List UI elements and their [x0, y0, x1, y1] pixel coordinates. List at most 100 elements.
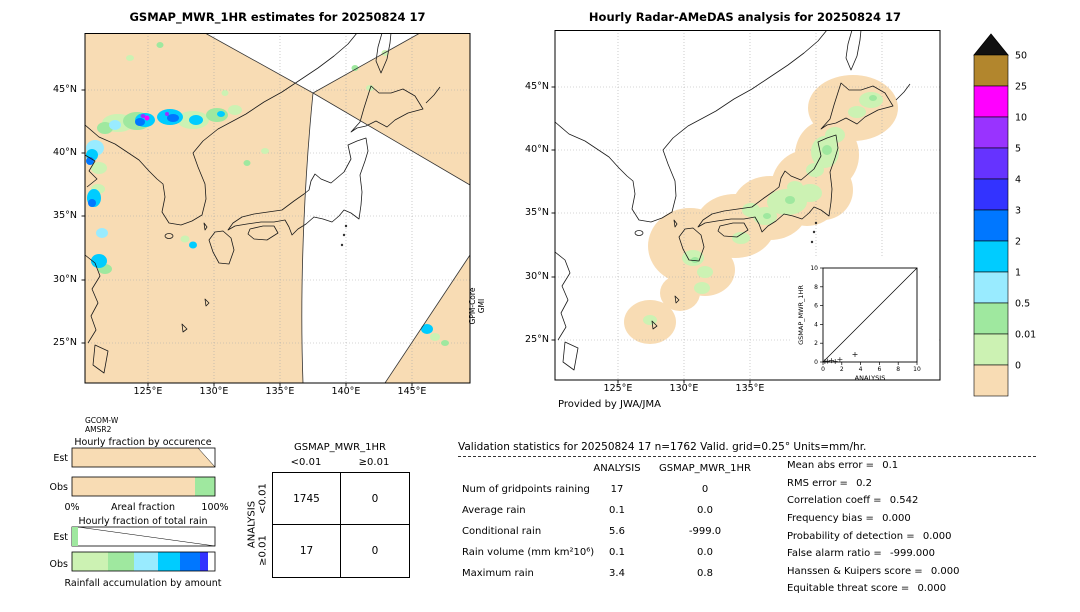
- axis-ticks: [551, 86, 751, 384]
- stats-value-analysis: 5.6: [609, 526, 625, 537]
- colorbar-cells: [973, 54, 1009, 397]
- svg-text:4: 4: [1015, 175, 1021, 186]
- metric-label: False alarm ratio =: [787, 548, 882, 559]
- total-rain-est-bar: [71, 526, 216, 547]
- metric-value: 0.000: [917, 583, 947, 594]
- map-frame: [554, 30, 941, 381]
- metric-label: Correlation coeff =: [787, 495, 882, 506]
- inset-x-axis-label: ANALYSIS: [855, 374, 886, 382]
- svg-text:4: 4: [859, 366, 863, 373]
- stats-title: Validation statistics for 20250824 17 n=…: [458, 441, 867, 453]
- left-map-no-coverage-region: [205, 33, 470, 383]
- lat-tick-label: 25°N: [53, 337, 77, 348]
- contingency-row-header: <0.01: [257, 483, 269, 514]
- inset-ticks: [820, 267, 918, 365]
- stats-value-gsmap: 0.0: [697, 547, 713, 558]
- svg-text:2: 2: [840, 366, 844, 373]
- metric-value: 0.2: [856, 478, 872, 489]
- svg-text:2: 2: [814, 340, 818, 347]
- stats-row-label: Average rain: [462, 505, 526, 516]
- contingency-cell: 0: [371, 545, 379, 557]
- map-frame: [84, 33, 471, 384]
- sensor-note: GCOM-W AMSR2: [85, 416, 118, 434]
- left-map: [81, 33, 471, 387]
- metric-line: Probability of detection = 0.000: [787, 530, 951, 543]
- svg-text:50: 50: [1015, 51, 1027, 62]
- stats-value-analysis: 0.1: [609, 505, 625, 516]
- metric-line: Hanssen & Kuipers score = 0.000: [787, 565, 959, 578]
- lon-tick-label: 130°E: [669, 383, 699, 394]
- svg-text:25: 25: [1015, 82, 1027, 93]
- swath-sensor-label-line: GPM-Core: [468, 287, 477, 325]
- contingency-cell: 1745: [273, 473, 341, 525]
- sensor-note-line: AMSR2: [85, 425, 112, 434]
- metric-line: False alarm ratio = -999.000: [787, 547, 935, 560]
- axis-max-label: 100%: [201, 502, 228, 513]
- metric-label: Frequency bias =: [787, 513, 874, 524]
- lat-tick-label: 40°N: [53, 147, 77, 158]
- metric-line: Correlation coeff = 0.542: [787, 494, 918, 507]
- contingency-row-header: ≥0.01: [257, 535, 269, 566]
- coastlines: [554, 30, 911, 371]
- svg-text:0: 0: [821, 366, 825, 373]
- metric-label: Probability of detection =: [787, 531, 915, 542]
- colorbar: 50 25 10 5 4 3 2 1 0.5 0.01 0: [973, 33, 1036, 397]
- metric-line: Mean abs error = 0.1: [787, 459, 898, 472]
- contingency-cell: 0: [341, 473, 409, 525]
- metric-value: 0.542: [889, 495, 919, 506]
- swath-sensor-label-line: GMI: [477, 298, 486, 314]
- inset-y-axis-label: GSMAP_MWR_1HR: [797, 285, 805, 345]
- svg-text:0: 0: [1015, 361, 1021, 372]
- stats-row-label: Maximum rain: [462, 568, 534, 579]
- stats-value-gsmap: 0.0: [697, 505, 713, 516]
- row-label-est: Est: [53, 453, 68, 464]
- contingency-table: 1745 0 17 0: [272, 472, 410, 578]
- colorbar-labels: 50 25 10 5 4 3 2 1 0.5 0.01 0: [1015, 51, 1036, 372]
- coastlines: [84, 33, 441, 374]
- svg-text:0.5: 0.5: [1015, 299, 1030, 310]
- stats-value-gsmap: -999.0: [688, 526, 722, 537]
- stats-value-analysis: 3.4: [609, 568, 625, 579]
- svg-text:2: 2: [1015, 237, 1021, 248]
- right-map: 0 2 4 6 8 10 0 2 4 6 8 10 ANALYSIS GSMAP…: [551, 30, 941, 384]
- row-label-obs: Obs: [50, 482, 69, 493]
- scatter-points: [822, 352, 858, 364]
- swath-edges: [204, 33, 471, 384]
- accumulation-caption: Rainfall accumulation by amount: [65, 578, 222, 589]
- inset-scatter: 0 2 4 6 8 10 0 2 4 6 8 10 ANALYSIS GSMAP…: [791, 256, 939, 382]
- lon-tick-label: 130°E: [199, 386, 229, 397]
- lat-tick-label: 45°N: [525, 81, 549, 92]
- right-map-title: Hourly Radar-AMeDAS analysis for 2025082…: [588, 10, 902, 24]
- lat-tick-label: 35°N: [53, 210, 77, 221]
- svg-text:1: 1: [1015, 268, 1021, 279]
- fraction-charts: Hourly fraction by occurence Est Obs 0% …: [50, 437, 229, 589]
- stats-row-label: Conditional rain: [462, 526, 542, 537]
- svg-text:6: 6: [814, 303, 818, 310]
- lon-tick-label: 140°E: [331, 386, 361, 397]
- axis-ticks: [81, 89, 413, 387]
- metric-label: Hanssen & Kuipers score =: [787, 566, 923, 577]
- contingency-cell: 17: [273, 525, 341, 577]
- inset-y-tick-labels: 0 2 4 6 8 10: [810, 265, 818, 366]
- stats-col-header: GSMAP_MWR_1HR: [659, 463, 751, 474]
- graticule: [85, 33, 470, 383]
- stats-divider: [458, 456, 1036, 457]
- lat-tick-label: 45°N: [53, 84, 77, 95]
- svg-text:6: 6: [877, 366, 881, 373]
- lon-tick-label: 125°E: [603, 383, 633, 394]
- total-rain-obs-bar: [71, 551, 216, 572]
- metric-label: Mean abs error =: [787, 460, 875, 471]
- stats-value-analysis: 17: [610, 484, 624, 495]
- stats-value-analysis: 0.1: [609, 547, 625, 558]
- lat-tick-label: 30°N: [525, 271, 549, 282]
- stats-row-label: Rain volume (mm km²10⁶): [462, 547, 595, 558]
- axis-title: Areal fraction: [111, 502, 175, 513]
- metric-label: Equitable threat score =: [787, 583, 910, 594]
- map-credit: Provided by JWA/JMA: [558, 399, 661, 410]
- row-label-est: Est: [53, 532, 68, 543]
- metric-value: 0.000: [922, 531, 952, 542]
- contingency-col-header: <0.01: [290, 457, 322, 468]
- svg-text:10: 10: [1015, 113, 1027, 124]
- svg-text:3: 3: [1015, 206, 1021, 217]
- metric-value: 0.1: [882, 460, 899, 471]
